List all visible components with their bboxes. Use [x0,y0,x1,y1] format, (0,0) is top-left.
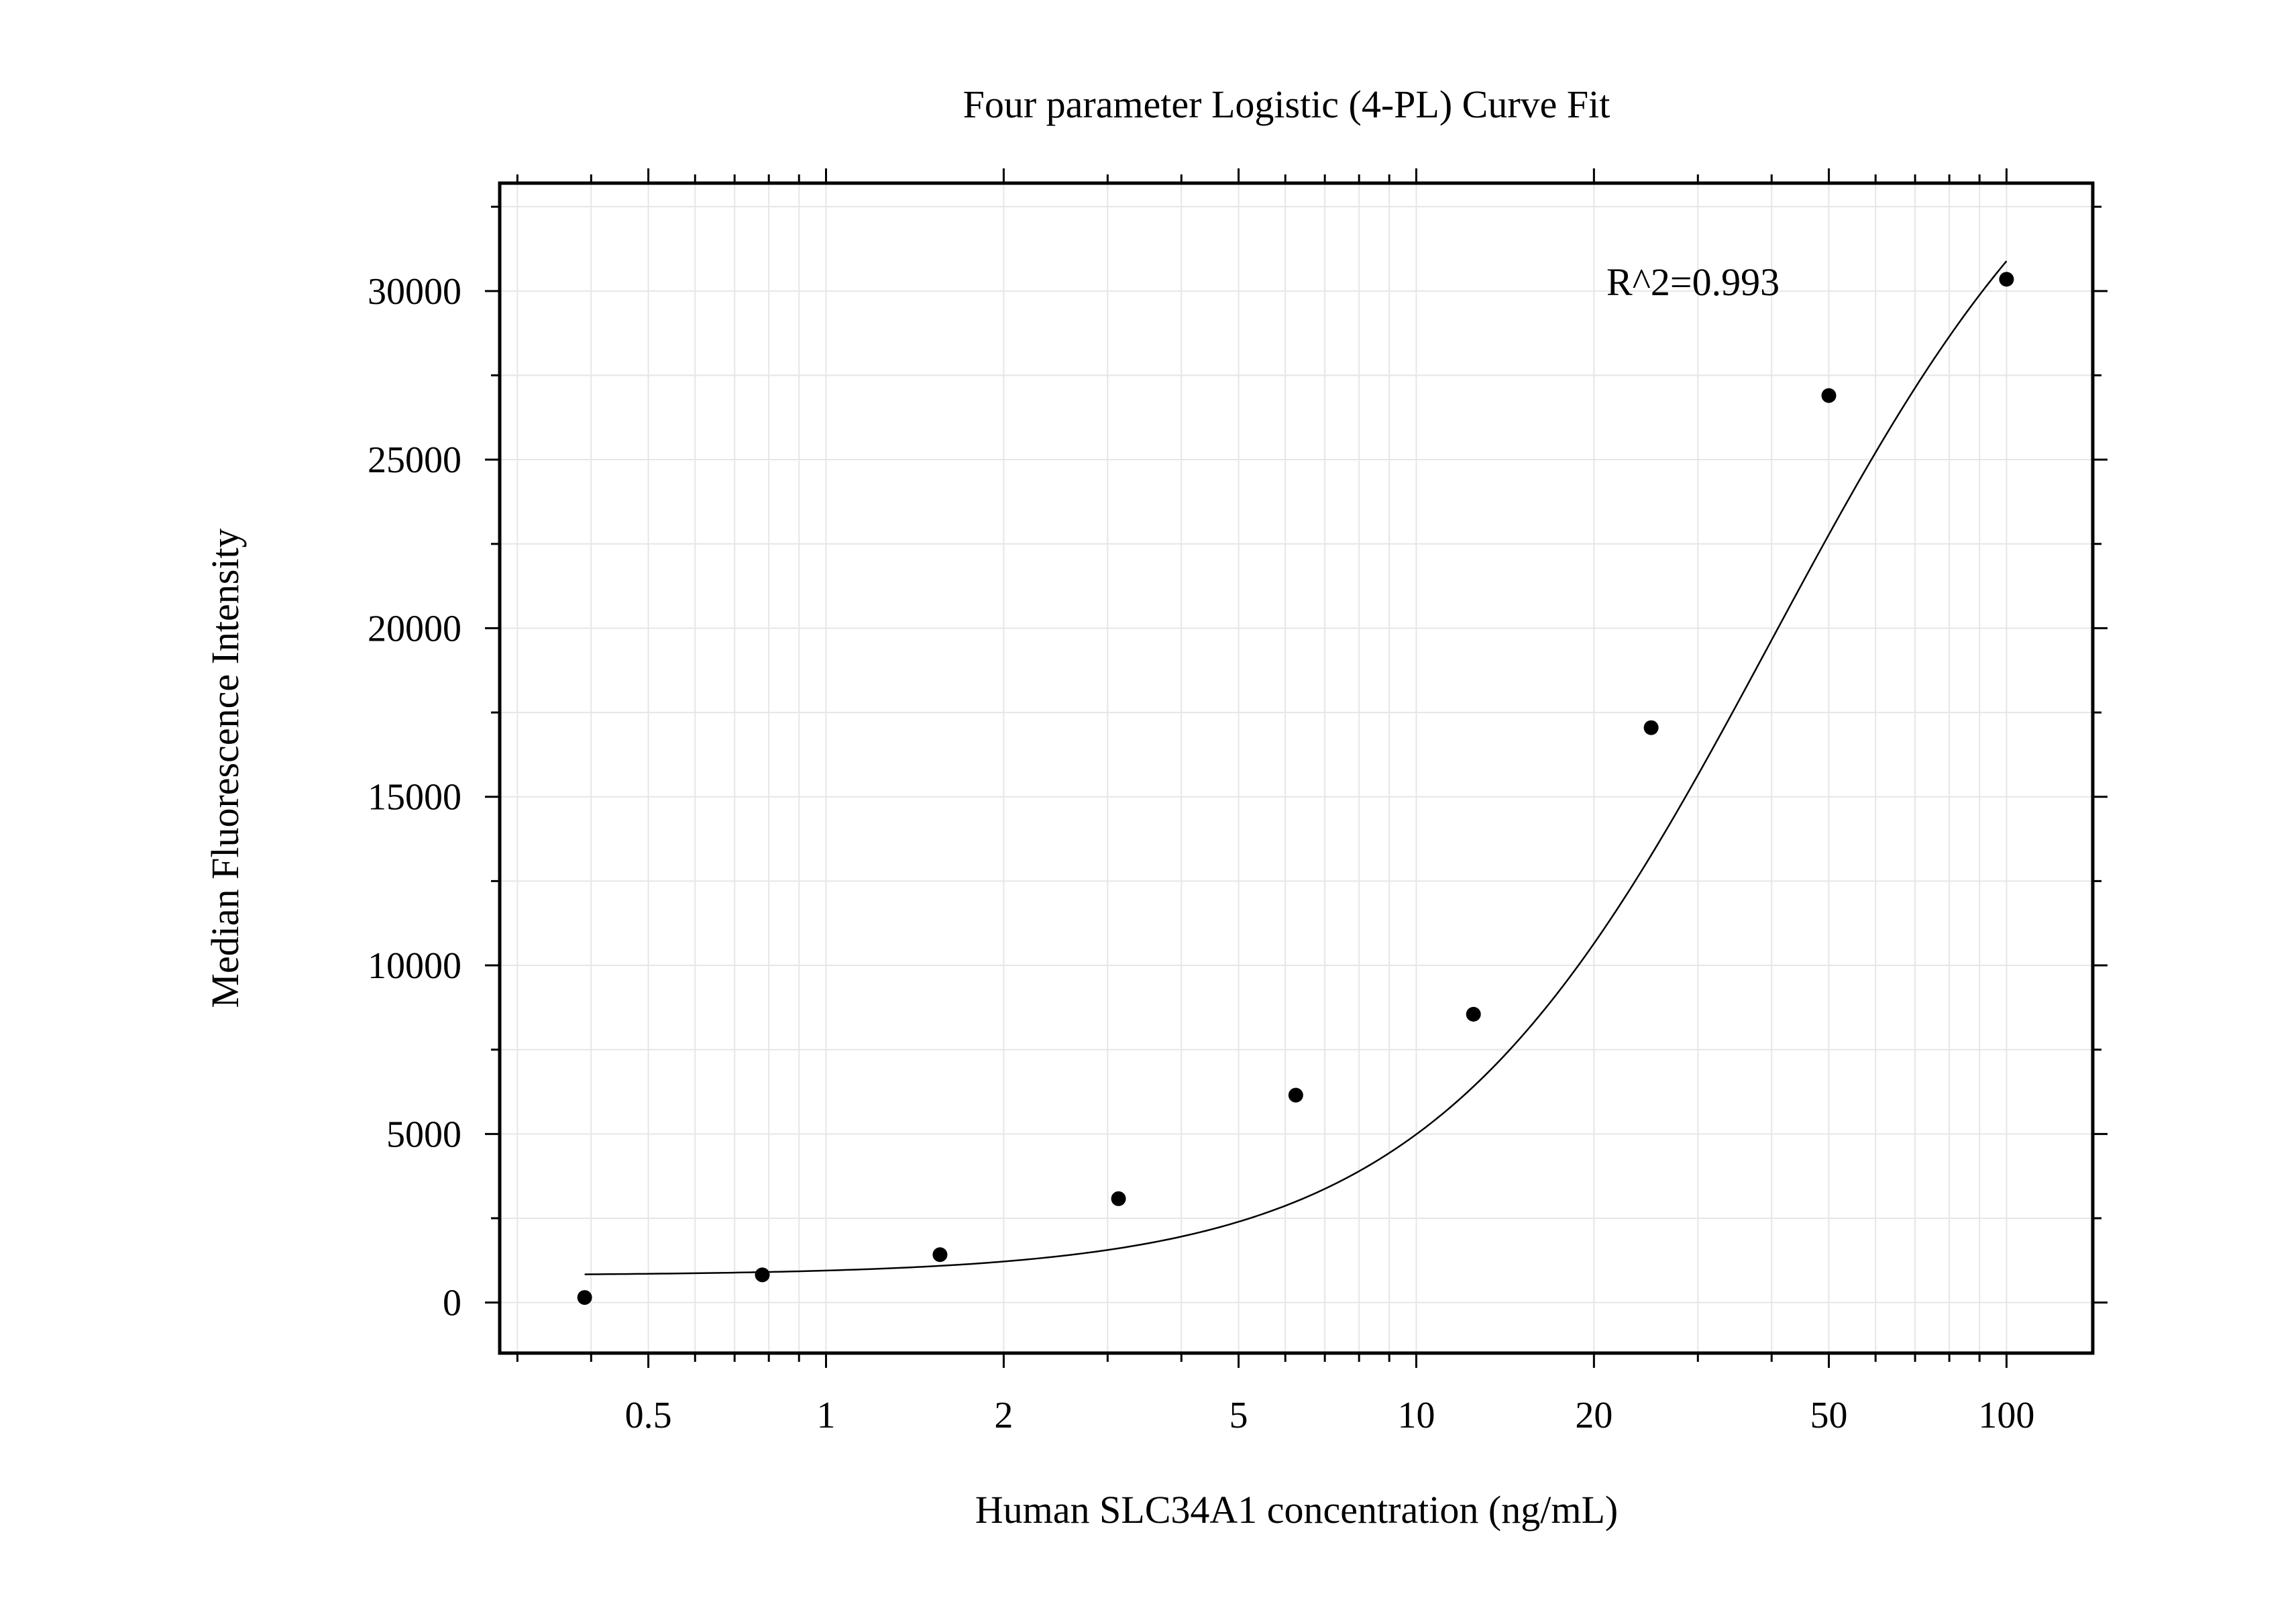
fit-curve [584,260,2008,1275]
data-point [1643,720,1659,735]
data-points [577,272,2014,1305]
x-tick-label: 100 [1978,1395,2034,1436]
x-axis-label: Human SLC34A1 concentration (ng/mL) [975,1488,1618,1532]
y-tick-label: 5000 [386,1114,461,1155]
data-point [1111,1191,1126,1206]
tick-labels: 0.5 1 2 5 10 20 50 100 0 5000 10000 15000 20000 25000… [368,271,2034,1436]
data-point [1999,272,2014,287]
y-tick-label: 30000 [368,271,461,313]
grid [500,183,2093,1353]
chart-title: Four parameter Logistic (4-PL) Curve Fit [963,83,1610,126]
y-tick-label: 0 [443,1283,461,1324]
y-axis-label: Median Fluorescence Intensity [203,528,247,1008]
data-point [932,1247,948,1263]
y-tick-label: 20000 [368,608,461,649]
data-point [1466,1006,1481,1022]
y-tick-label: 15000 [368,777,461,818]
x-tick-label: 50 [1810,1395,1848,1436]
data-point [1288,1087,1303,1103]
data-point [577,1290,592,1305]
axis-ticks [485,168,2108,1368]
x-tick-label: 5 [1229,1395,1248,1436]
x-tick-label: 0.5 [625,1395,672,1436]
y-tick-label: 10000 [368,945,461,987]
data-point [755,1267,770,1283]
y-tick-label: 25000 [368,439,461,481]
data-point [1821,388,1837,403]
plot-frame [498,181,2095,1355]
x-tick-label: 1 [816,1395,835,1436]
x-tick-label: 2 [994,1395,1013,1436]
r-squared-annotation: R^2=0.993 [1606,260,1780,304]
x-tick-label: 10 [1397,1395,1435,1436]
x-tick-label: 20 [1575,1395,1612,1436]
